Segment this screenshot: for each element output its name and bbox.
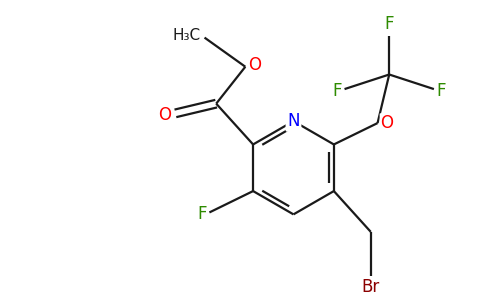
Text: F: F bbox=[332, 82, 342, 100]
Text: O: O bbox=[159, 106, 171, 124]
Text: F: F bbox=[384, 15, 394, 33]
Text: F: F bbox=[197, 206, 207, 224]
Text: O: O bbox=[380, 114, 393, 132]
Text: Br: Br bbox=[362, 278, 380, 296]
Text: N: N bbox=[287, 112, 300, 130]
Text: F: F bbox=[437, 82, 446, 100]
Text: H₃C: H₃C bbox=[172, 28, 201, 43]
Text: O: O bbox=[248, 56, 261, 74]
